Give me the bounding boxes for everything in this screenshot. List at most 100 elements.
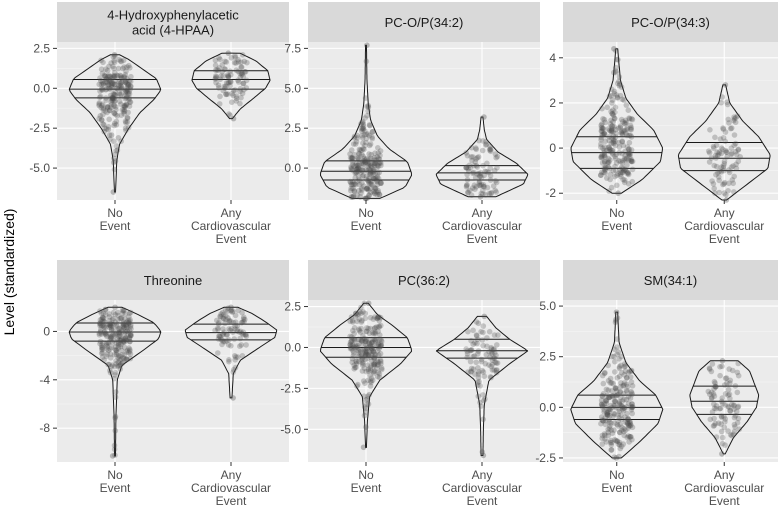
y-tick-label: 0.0 [33,81,50,95]
data-point [626,146,632,152]
data-point [366,391,373,398]
data-point [625,157,632,163]
data-point [358,352,365,358]
data-point [719,94,726,100]
data-point [368,155,374,162]
data-point [612,167,619,173]
data-point [465,189,471,195]
data-point [121,64,127,70]
data-point [616,150,622,156]
data-point [463,150,470,156]
data-point [615,412,621,418]
data-point [372,360,379,366]
data-point [112,415,118,421]
data-point [372,329,378,335]
data-point [614,182,620,189]
data-point [625,170,631,176]
data-point [349,317,356,324]
data-point [229,309,236,316]
data-point [599,393,606,399]
data-point [115,339,122,346]
data-point [226,318,233,325]
data-point [240,80,246,87]
data-point [364,351,370,358]
data-point [627,368,633,375]
data-point [107,136,113,142]
data-point [233,95,240,102]
data-point [216,333,223,340]
data-point [372,160,379,166]
data-point [103,66,109,72]
data-point [238,64,245,70]
data-point [374,373,381,380]
data-point [359,173,366,179]
data-point [368,352,375,358]
data-point [363,186,370,192]
facet-panel-5: PC(36:2)2.50.0-2.5-5.0NoEventAnyCardiova… [280,260,540,508]
data-point [108,334,114,341]
data-point [115,312,121,319]
data-point [238,342,245,348]
data-point [217,333,224,340]
data-point [483,141,490,147]
data-point [369,134,375,140]
data-point [713,155,719,161]
data-point [709,409,716,415]
data-point [351,181,358,187]
data-point [730,163,736,169]
data-point [111,352,118,358]
data-point [112,97,118,104]
data-point [113,389,119,395]
data-point [126,349,132,356]
data-point [470,169,477,176]
data-point [358,325,365,332]
data-point [716,174,722,180]
data-point [348,165,355,172]
data-point [115,135,122,141]
data-point [478,190,485,197]
data-point [120,323,126,330]
data-point [474,164,481,170]
data-point [122,78,129,84]
data-point [731,189,737,195]
data-point [713,384,719,390]
data-point [608,447,615,453]
data-point [350,353,357,359]
data-point [494,360,501,366]
data-point [114,335,120,342]
data-point [711,405,718,412]
data-point [619,138,625,144]
data-point [718,428,725,435]
data-point [111,95,117,102]
data-point [126,314,132,320]
data-point [728,125,735,131]
y-tick-label: 0.0 [539,400,556,414]
data-point [611,88,618,95]
data-point [360,158,366,165]
data-point [615,441,622,447]
data-point [108,60,114,66]
data-point [488,190,494,197]
data-point [352,181,359,188]
data-point [364,345,370,352]
data-point [625,107,632,113]
data-point [121,336,128,343]
data-point [486,362,492,368]
data-point [353,166,360,173]
data-point [367,325,374,332]
data-point [121,344,128,351]
data-point [351,325,358,331]
data-point [112,413,119,420]
data-point [603,418,609,424]
data-point [608,140,615,147]
data-point [718,99,724,106]
data-point [619,406,626,412]
data-point [117,80,124,87]
data-point [107,92,114,99]
data-point [215,326,221,333]
data-point [726,404,732,411]
data-point [117,343,124,350]
data-point [603,397,610,404]
data-point [602,432,608,439]
data-point [356,150,362,156]
